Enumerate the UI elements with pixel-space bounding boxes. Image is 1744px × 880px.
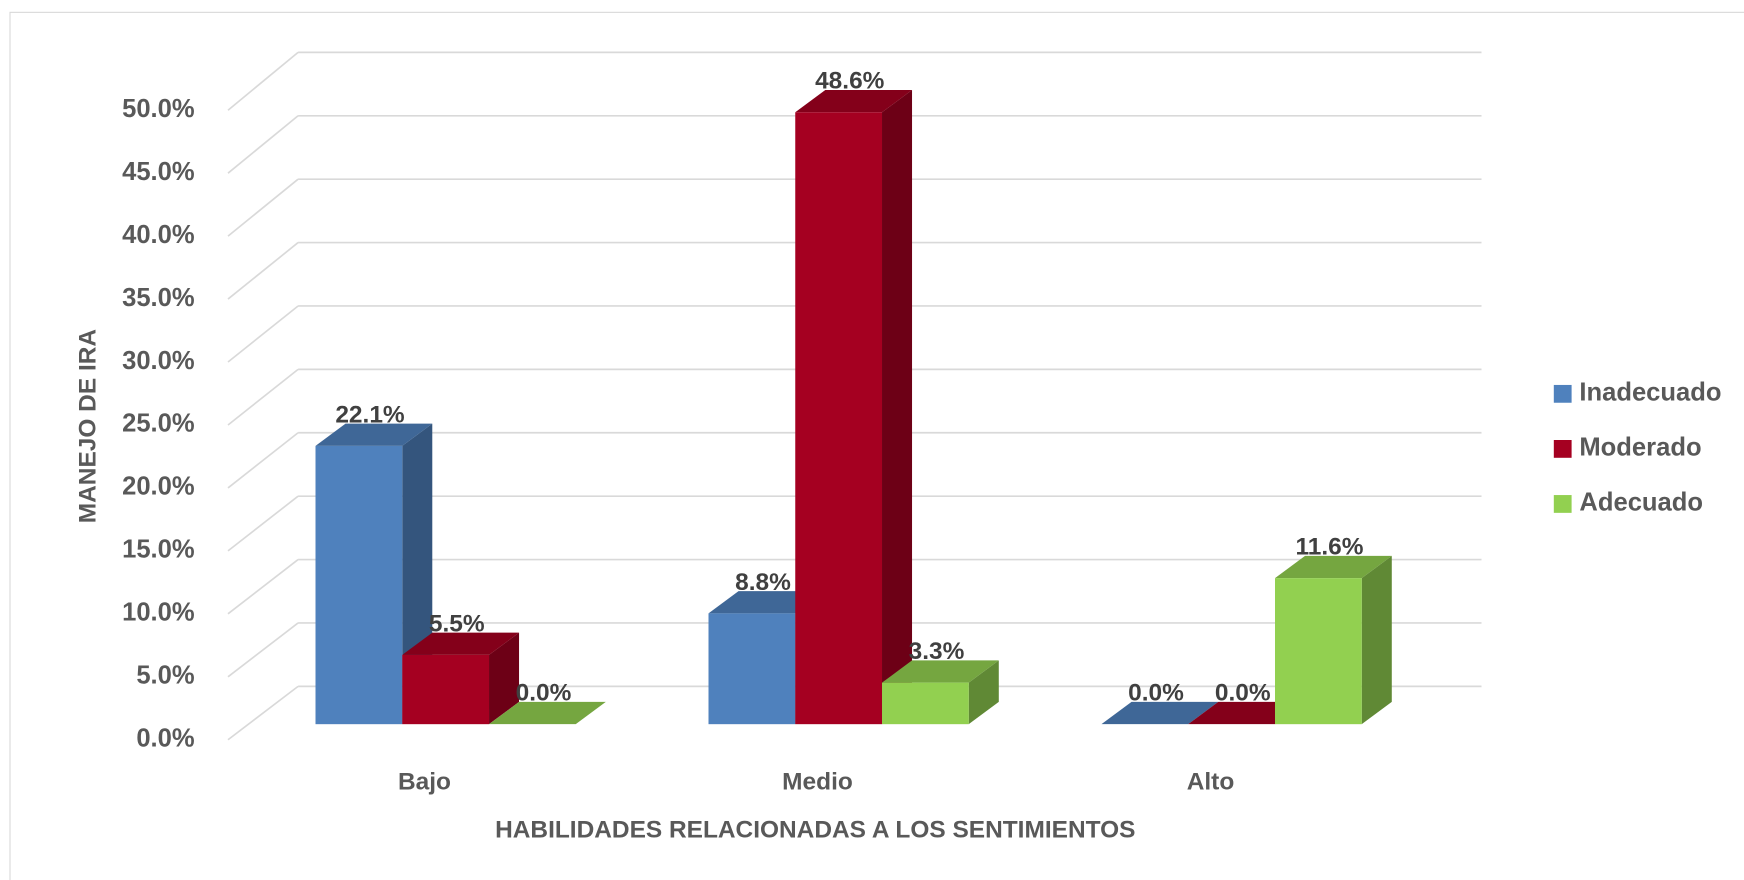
legend-label: Moderado (1579, 434, 1701, 462)
grid-line-side (227, 51, 299, 111)
bar-side (882, 90, 913, 725)
bar-top (489, 701, 606, 725)
bar (882, 682, 969, 725)
bar-side (968, 660, 999, 725)
y-tick-label: 35.0% (122, 284, 195, 312)
legend-swatch (1553, 384, 1572, 403)
bar-side (489, 632, 520, 725)
x-axis-title: HABILIDADES RELACIONADAS A LOS SENTIMIEN… (495, 816, 1135, 843)
bar (795, 112, 883, 725)
y-tick-label: 30.0% (122, 347, 195, 375)
value-label: 48.6% (815, 68, 885, 95)
y-tick-label: 40.0% (122, 221, 195, 249)
y-tick-label: 50.0% (122, 95, 195, 123)
y-tick-label: 5.0% (136, 662, 195, 690)
value-label: 0.0% (1215, 680, 1271, 707)
bar-top (1101, 701, 1219, 725)
bar (1275, 578, 1362, 725)
bar (315, 445, 403, 725)
y-tick-label: 25.0% (122, 410, 195, 438)
legend-swatch (1553, 440, 1572, 458)
x-tick-label: Medio (782, 769, 853, 796)
value-label: 0.0% (1128, 680, 1184, 707)
grid-line-side (227, 495, 299, 552)
value-label: 8.8% (735, 569, 791, 596)
y-tick-label: 15.0% (122, 536, 195, 564)
grid-line-side (227, 368, 299, 426)
grid-line-side (227, 685, 299, 741)
grid-line-side (227, 241, 299, 300)
grid-line-side (227, 115, 299, 174)
value-label: 5.5% (429, 610, 485, 637)
y-tick-label: 0.0% (136, 725, 195, 753)
bar (402, 654, 490, 725)
bar (708, 613, 796, 725)
value-label: 11.6% (1296, 534, 1364, 561)
grid-line-side (227, 622, 299, 678)
value-label: 3.3% (909, 638, 965, 665)
y-axis-title: MANEJO DE IRA (74, 329, 101, 524)
bar-top (882, 660, 999, 683)
y-tick-label: 45.0% (122, 158, 195, 186)
legend-label: Adecuado (1579, 489, 1703, 517)
y-tick-label: 20.0% (122, 473, 195, 501)
value-label: 22.1% (335, 401, 405, 428)
bar-top (1275, 555, 1392, 579)
bar-top (315, 423, 433, 446)
grid-line-side (227, 178, 299, 237)
legend-swatch (1553, 495, 1572, 513)
grid-line-side (227, 558, 299, 615)
x-tick-label: Bajo (398, 769, 451, 796)
x-tick-label: Alto (1187, 769, 1235, 796)
grid-line-side (227, 305, 299, 363)
grid-line-side (227, 432, 299, 489)
legend-label: Inadecuado (1579, 379, 1721, 407)
bar-side (1361, 555, 1392, 725)
value-label: 0.0% (516, 680, 572, 707)
bar-top (795, 90, 913, 113)
y-tick-label: 10.0% (122, 599, 195, 627)
bar-top (402, 632, 520, 655)
